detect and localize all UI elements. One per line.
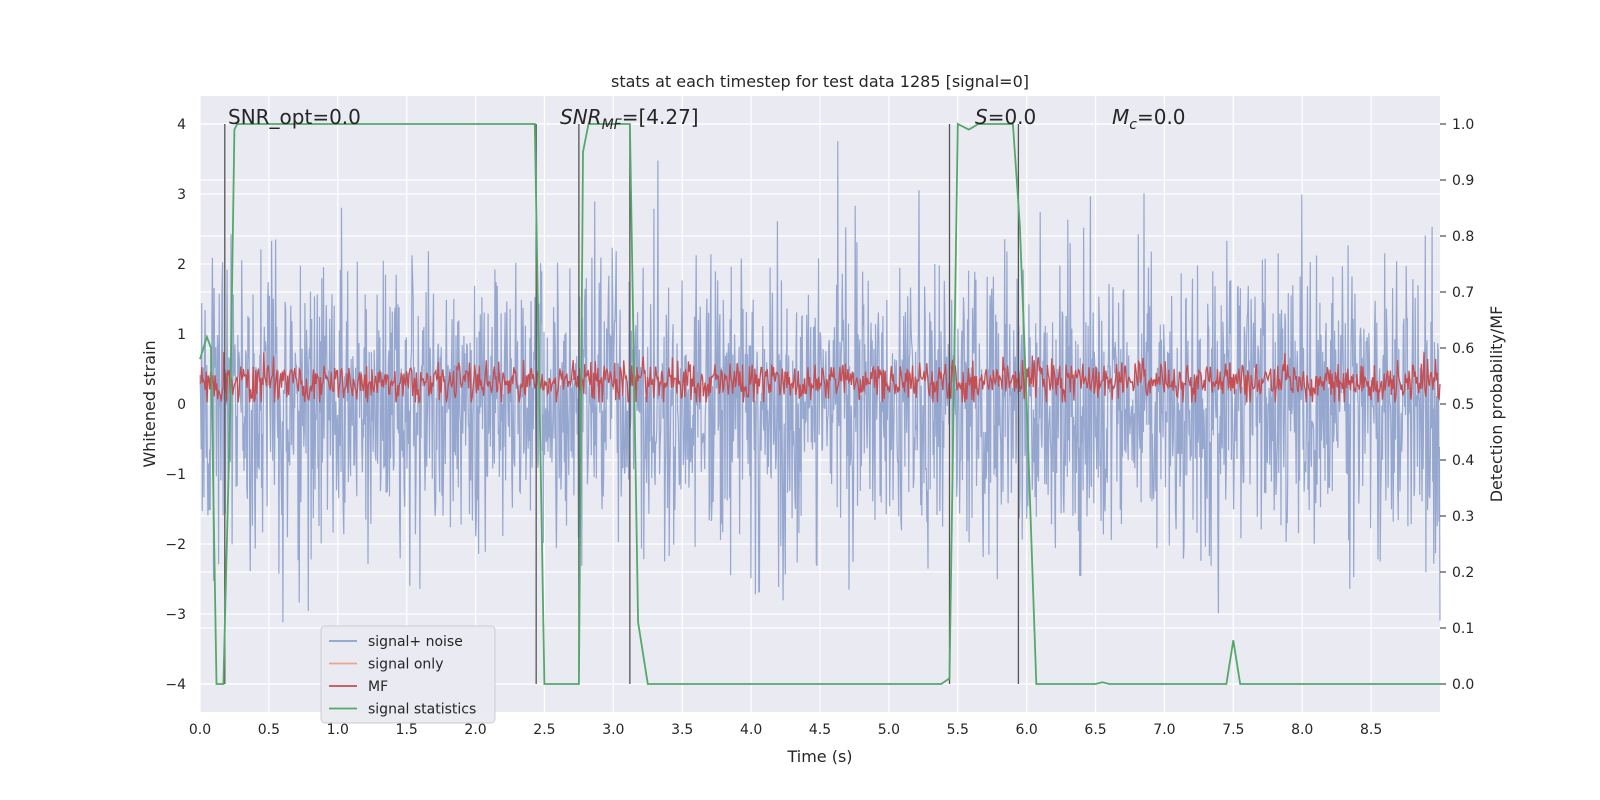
legend-label: MF bbox=[368, 679, 388, 695]
annotations: SNR_opt=0.0 SNRMF=[4.27] S=0.0 Mc=0.0 bbox=[228, 105, 1186, 133]
y-right-tick-label: 0.5 bbox=[1452, 397, 1474, 413]
y-right-tick-label: 0.7 bbox=[1452, 285, 1474, 301]
x-tick-label: 1.0 bbox=[327, 722, 349, 738]
x-tick-label: 1.5 bbox=[396, 722, 418, 738]
y-right-tick-label: 0.6 bbox=[1452, 341, 1474, 357]
y-right-axis-ticks: 1.0 0.9 0.8 0.7 0.6 0.5 0.4 0.3 0.2 0.1 0.0 bbox=[1440, 117, 1474, 693]
x-tick-label: 3.5 bbox=[671, 722, 693, 738]
annotation-snr-opt: SNR_opt=0.0 bbox=[228, 105, 361, 129]
legend-label: signal only bbox=[368, 657, 443, 673]
x-tick-label: 0.5 bbox=[258, 722, 280, 738]
y-left-tick-label: −4 bbox=[165, 677, 186, 693]
x-tick-label: 2.5 bbox=[533, 722, 555, 738]
annotation-snr-mf-sub: MF bbox=[602, 117, 623, 133]
y-left-tick-label: 2 bbox=[177, 257, 186, 273]
annotation-mc-main: M bbox=[1112, 105, 1129, 129]
y-left-tick-label: 4 bbox=[177, 117, 186, 133]
x-tick-label: 4.0 bbox=[740, 722, 762, 738]
series-signal-statistics bbox=[199, 122, 1440, 685]
legend-label: signal+ noise bbox=[368, 634, 463, 650]
annotation-mc: Mc=0.0 bbox=[1112, 105, 1186, 133]
y-right-tick-label: 1.0 bbox=[1452, 117, 1474, 133]
x-tick-label: 6.5 bbox=[1084, 722, 1106, 738]
chart-title: stats at each timestep for test data 128… bbox=[611, 72, 1029, 91]
y-left-axis-ticks: 4 3 2 1 0 −1 −2 −3 −4 bbox=[165, 117, 186, 693]
y-right-tick-label: 0.0 bbox=[1452, 677, 1474, 693]
x-tick-label: 7.0 bbox=[1153, 722, 1175, 738]
annotation-snr-mf-value: =[4.27] bbox=[622, 105, 699, 129]
y-left-tick-label: 1 bbox=[177, 327, 186, 343]
legend: signal+ noise signal only MF signal statist… bbox=[320, 625, 496, 724]
x-tick-label: 2.0 bbox=[464, 722, 486, 738]
x-tick-label: 5.5 bbox=[947, 722, 969, 738]
x-tick-label: 4.5 bbox=[809, 722, 831, 738]
y-left-tick-label: 3 bbox=[177, 187, 186, 203]
y-right-tick-label: 0.9 bbox=[1452, 173, 1474, 189]
y-left-axis-label: Whitened strain bbox=[140, 340, 159, 467]
x-axis-label: Time (s) bbox=[786, 747, 852, 766]
legend-box bbox=[320, 625, 496, 724]
annotation-s-value: =0.0 bbox=[988, 105, 1037, 129]
y-right-tick-label: 0.1 bbox=[1452, 621, 1474, 637]
annotation-snr-mf: SNRMF=[4.27] bbox=[560, 105, 699, 133]
annotation-s: S=0.0 bbox=[975, 105, 1036, 129]
signal-statistics-line bbox=[199, 122, 1440, 685]
y-right-tick-label: 0.2 bbox=[1452, 565, 1474, 581]
x-tick-label: 8.0 bbox=[1291, 722, 1313, 738]
series-mf bbox=[199, 351, 1441, 404]
x-tick-label: 6.0 bbox=[1016, 722, 1038, 738]
mf-line bbox=[199, 351, 1441, 404]
y-right-tick-label: 0.3 bbox=[1452, 509, 1474, 525]
annotation-snr-mf-main: SNR bbox=[560, 105, 602, 129]
y-left-tick-label: −2 bbox=[165, 537, 186, 553]
x-tick-label: 5.0 bbox=[878, 722, 900, 738]
x-tick-label: 0.0 bbox=[189, 722, 211, 738]
x-tick-label: 7.5 bbox=[1222, 722, 1244, 738]
signal-noise-line bbox=[199, 141, 1441, 623]
y-right-tick-label: 0.4 bbox=[1452, 453, 1474, 469]
x-axis-ticks: 0.0 0.5 1.0 1.5 2.0 2.5 3.0 3.5 4.0 4.5 5.0 5.5 6.0 6… bbox=[189, 722, 1382, 738]
annotation-s-main: S bbox=[975, 105, 988, 129]
annotation-mc-sub: c bbox=[1129, 117, 1137, 133]
y-left-tick-label: −3 bbox=[165, 607, 186, 623]
x-tick-label: 3.0 bbox=[602, 722, 624, 738]
y-left-tick-label: 0 bbox=[177, 397, 186, 413]
annotation-mc-value: =0.0 bbox=[1137, 105, 1186, 129]
x-tick-label: 8.5 bbox=[1360, 722, 1382, 738]
legend-label: signal statistics bbox=[368, 702, 476, 718]
y-right-tick-label: 0.8 bbox=[1452, 229, 1474, 245]
y-right-axis-label: Detection probability/MF bbox=[1487, 306, 1506, 503]
series-signal-noise bbox=[199, 141, 1441, 623]
y-left-tick-label: −1 bbox=[165, 467, 186, 483]
